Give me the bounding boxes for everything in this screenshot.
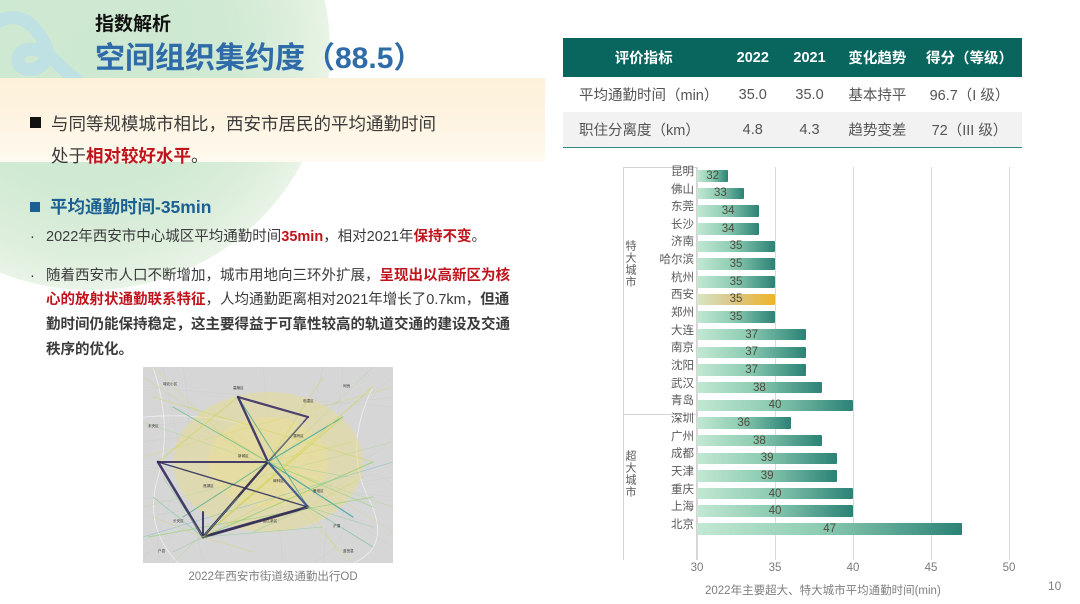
svg-text:高陵区: 高陵区 <box>233 385 244 390</box>
svg-text:长安区: 长安区 <box>173 518 184 523</box>
svg-text:户县: 户县 <box>158 548 166 553</box>
svg-text:新城区: 新城区 <box>238 453 249 458</box>
svg-text:碑林区: 碑林区 <box>273 478 284 483</box>
svg-text:未央区: 未央区 <box>148 423 159 428</box>
svg-text:浐灞: 浐灞 <box>333 523 341 528</box>
svg-text:雁塔区: 雁塔区 <box>313 488 324 493</box>
svg-text:蓝田县: 蓝田县 <box>343 548 354 553</box>
svg-text:阎良: 阎良 <box>343 383 351 388</box>
svg-text:莲湖区: 莲湖区 <box>203 483 214 488</box>
svg-text:灞桥区: 灞桥区 <box>293 433 304 438</box>
svg-text:城北小区: 城北小区 <box>163 381 178 386</box>
svg-text:临潼区: 临潼区 <box>303 398 314 403</box>
svg-text:曲江新区: 曲江新区 <box>263 518 278 523</box>
